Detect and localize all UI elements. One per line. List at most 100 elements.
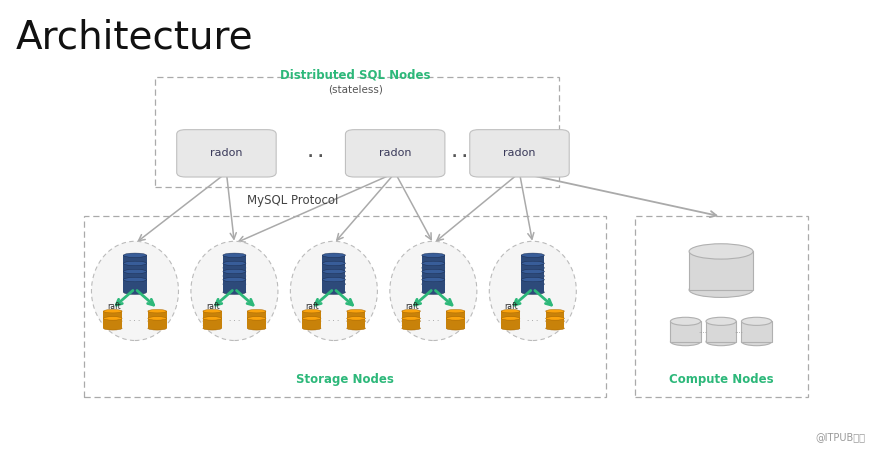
FancyBboxPatch shape (345, 130, 445, 177)
Ellipse shape (322, 261, 345, 266)
Ellipse shape (521, 274, 544, 278)
Ellipse shape (223, 290, 246, 295)
Text: raft: raft (305, 302, 320, 311)
Ellipse shape (223, 277, 246, 282)
Bar (521, 255, 544, 268)
Text: . . .: . . . (428, 316, 439, 322)
Bar (521, 272, 544, 284)
Bar (123, 272, 147, 284)
Ellipse shape (446, 317, 465, 320)
Ellipse shape (390, 241, 477, 341)
Text: . . .: . . . (130, 316, 140, 322)
Ellipse shape (401, 309, 420, 313)
Bar (741, 321, 772, 342)
Ellipse shape (489, 241, 576, 341)
Text: . . .: . . . (329, 316, 339, 322)
Text: . .: . . (307, 146, 323, 161)
Ellipse shape (422, 290, 445, 295)
Ellipse shape (346, 317, 366, 320)
Ellipse shape (202, 309, 222, 313)
Ellipse shape (545, 319, 565, 323)
Ellipse shape (422, 266, 445, 270)
Ellipse shape (202, 319, 222, 323)
Bar (223, 272, 246, 284)
Bar (422, 255, 445, 268)
Ellipse shape (147, 317, 167, 320)
Bar (401, 318, 420, 328)
Text: (stateless): (stateless) (328, 85, 383, 95)
Text: . .: . . (452, 146, 468, 161)
Ellipse shape (91, 241, 178, 341)
Ellipse shape (247, 309, 266, 313)
Ellipse shape (147, 319, 167, 323)
Bar (446, 311, 465, 321)
Ellipse shape (147, 327, 167, 330)
Bar (706, 321, 736, 342)
Bar (422, 272, 445, 284)
Ellipse shape (401, 319, 420, 323)
Ellipse shape (670, 337, 701, 345)
Bar (147, 311, 166, 321)
Bar (103, 311, 123, 321)
Text: MySQL Protocol: MySQL Protocol (248, 194, 338, 207)
Ellipse shape (223, 266, 246, 270)
Bar (521, 280, 544, 292)
Ellipse shape (322, 277, 345, 282)
Bar (247, 318, 266, 328)
Ellipse shape (103, 317, 122, 320)
Bar (545, 318, 565, 328)
Bar (322, 255, 345, 268)
Ellipse shape (202, 317, 222, 320)
Ellipse shape (223, 253, 246, 258)
Bar (202, 318, 222, 328)
Bar (322, 280, 345, 292)
Ellipse shape (322, 274, 345, 278)
Ellipse shape (446, 319, 465, 323)
Text: . . .: . . . (229, 316, 240, 322)
Ellipse shape (322, 290, 345, 295)
Bar (545, 311, 565, 321)
Text: raft: raft (405, 302, 419, 311)
Ellipse shape (521, 266, 544, 270)
Text: ....: .... (734, 328, 743, 335)
Bar (223, 263, 246, 276)
Ellipse shape (123, 274, 147, 278)
Ellipse shape (501, 327, 519, 330)
Ellipse shape (521, 269, 544, 274)
Ellipse shape (521, 253, 544, 258)
Ellipse shape (501, 309, 519, 313)
Ellipse shape (545, 309, 565, 313)
Bar (123, 280, 147, 292)
Ellipse shape (346, 327, 366, 330)
Ellipse shape (123, 253, 147, 258)
Text: raft: raft (206, 302, 220, 311)
Ellipse shape (422, 282, 445, 286)
Ellipse shape (689, 282, 753, 298)
Bar (84, 216, 606, 397)
Ellipse shape (501, 319, 519, 323)
Bar (223, 280, 246, 292)
Text: radon: radon (503, 148, 535, 158)
Ellipse shape (223, 269, 246, 274)
Ellipse shape (346, 309, 366, 313)
Ellipse shape (741, 337, 772, 345)
Ellipse shape (521, 282, 544, 286)
Bar (103, 318, 123, 328)
Ellipse shape (521, 290, 544, 295)
Bar (422, 263, 445, 276)
Ellipse shape (446, 309, 465, 313)
Ellipse shape (302, 327, 321, 330)
Ellipse shape (322, 266, 345, 270)
Ellipse shape (290, 241, 377, 341)
Ellipse shape (670, 318, 701, 325)
Bar (670, 321, 701, 342)
Ellipse shape (741, 318, 772, 325)
Bar (302, 318, 321, 328)
Ellipse shape (322, 282, 345, 286)
Text: raft: raft (504, 302, 519, 311)
Bar (346, 318, 366, 328)
Bar (155, 77, 559, 187)
Ellipse shape (422, 274, 445, 278)
Ellipse shape (247, 327, 266, 330)
Ellipse shape (322, 253, 345, 258)
